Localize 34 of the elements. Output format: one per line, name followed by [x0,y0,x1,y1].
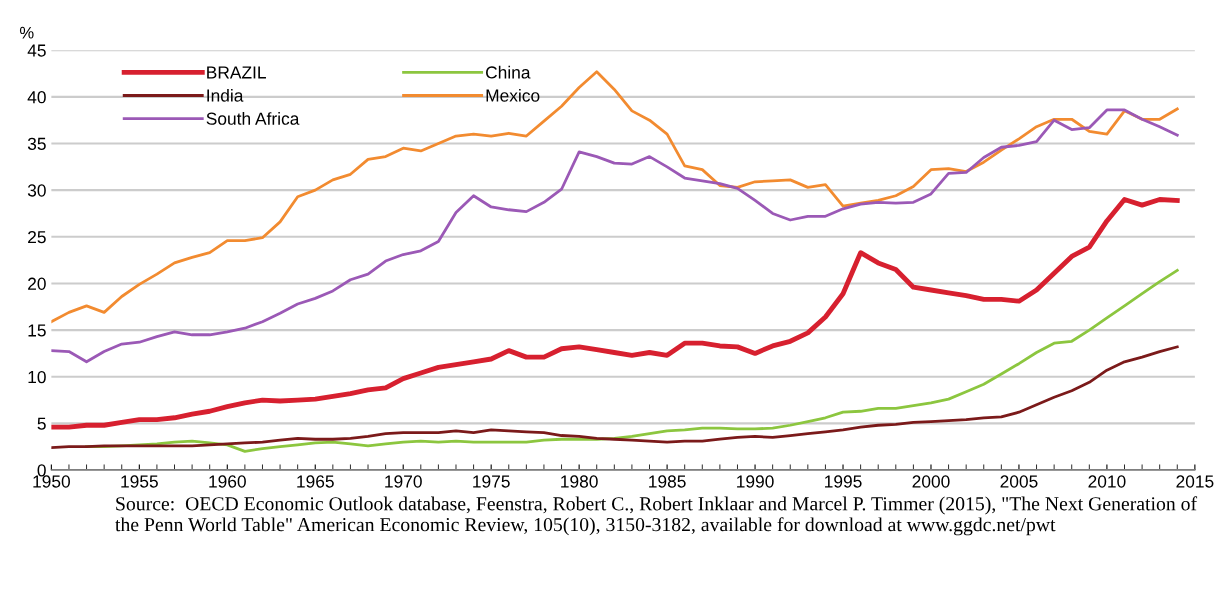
y-tick-label: 45 [27,44,46,57]
x-tick-label: 1970 [385,475,422,488]
y-tick-label: 40 [27,91,46,104]
y-tick-label: 30 [27,184,46,197]
x-tick-label: 1950 [33,475,70,488]
y-tick-label: 20 [28,277,46,290]
x-tick-label: 2005 [1000,475,1038,488]
line-series [51,108,1179,364]
x-tick-label: 1975 [473,475,510,488]
x-tick-label: 2000 [912,475,950,488]
x-tick-label: 1995 [825,475,862,488]
x-tick-label: 2015 [1176,475,1214,488]
x-tick-label: 1990 [737,475,774,488]
y-tick-label: 0 [37,464,46,477]
y-tick-label: 10 [28,370,46,384]
y-tick-label: 15 [28,324,46,337]
line-series [51,197,1180,430]
source-note: Source: OECD Economic Outlook database, Feenstra, Robert C., Robert Inklaar and Marcel P. Timmer (2015), "The Next Generation of the Penn World Table" American Economic Review, 105(10), 3150-3182, available for download at www.ggdc.net/pwt [115,496,1198,536]
line-series [51,345,1179,450]
y-tick-label: 25 [28,230,46,244]
legend-label: India [207,88,244,102]
x-tick-label: 1960 [209,475,246,488]
x-tick-label: 1985 [649,475,686,488]
x-tick-label: 2010 [1088,475,1126,488]
legend-label: China [486,65,531,79]
y-tick-label: 35 [27,137,46,150]
x-tick-label: 1965 [297,475,334,488]
y-tick-label: 5 [37,417,46,430]
x-tick-label: 1980 [561,475,598,488]
legend-label: Mexico [486,88,540,102]
legend-label: South Africa [206,112,300,125]
x-tick-label: 1955 [121,475,158,488]
y-axis-title: % [19,26,34,39]
legend-label: BRAZIL [207,66,266,79]
